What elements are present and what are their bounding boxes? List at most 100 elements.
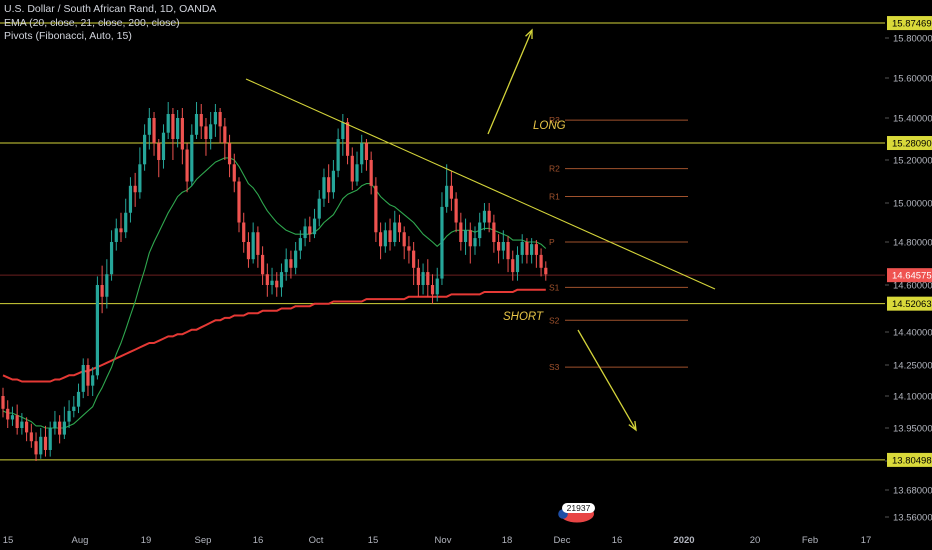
candle-up <box>81 365 85 392</box>
candle-down <box>497 242 501 251</box>
candle-up <box>270 280 274 285</box>
current-price-label: 14.64575 <box>892 271 932 282</box>
price-tick-label: 15.80000 <box>893 34 932 45</box>
candle-up <box>213 112 217 125</box>
arrow-head <box>525 28 533 40</box>
candle-up <box>76 391 81 407</box>
time-tick-label: Aug <box>72 535 89 546</box>
candle-up <box>520 242 524 255</box>
candle-up <box>360 143 364 165</box>
candle-up <box>393 222 397 242</box>
candle-down <box>218 112 222 127</box>
ema-lines <box>2 157 547 429</box>
candle-up <box>251 232 255 260</box>
pivot-label: P <box>549 237 555 247</box>
candle-down <box>364 143 369 160</box>
arrow-shaft <box>487 29 533 135</box>
candle-down <box>227 143 232 165</box>
candle-up <box>478 222 482 239</box>
candle-down <box>492 222 496 242</box>
level-price-tag <box>887 136 932 151</box>
price-tags: 15.87469 15.28090 14.52063 13.80498 14.64575 <box>887 16 932 467</box>
candle-up <box>53 421 57 428</box>
candle-down <box>1 396 5 409</box>
pivot-label: R2 <box>549 164 560 174</box>
candle-down <box>171 114 175 139</box>
candle-up <box>421 272 425 285</box>
candle-down <box>327 177 331 193</box>
tradingview-badge[interactable]: 21937 <box>558 503 595 523</box>
candle-down <box>246 242 251 260</box>
candles <box>1 102 548 461</box>
candle-up <box>95 285 99 376</box>
short-arrow[interactable] <box>577 329 637 432</box>
pivot-label: S2 <box>549 315 560 325</box>
candle-down <box>6 408 10 420</box>
candle-up <box>440 206 444 279</box>
price-tick-label: 13.56000 <box>893 513 932 524</box>
price-tick-label: 15.00000 <box>893 199 932 210</box>
candle-up <box>194 114 199 135</box>
time-tick-label: 15 <box>368 535 379 546</box>
candle-down <box>199 114 203 127</box>
long-arrow[interactable] <box>487 28 533 135</box>
long-annotation: LONG <box>533 120 566 132</box>
price-tick-label: 15.40000 <box>893 114 932 125</box>
level-price-label: 15.28090 <box>892 139 932 150</box>
candle-up <box>48 428 52 450</box>
ema-indicator-label[interactable]: EMA (20, close, 21, close, 200, close) <box>4 16 180 29</box>
candle-up <box>530 244 534 255</box>
candle-up <box>209 124 213 139</box>
price-tick-label: 15.20000 <box>893 156 932 167</box>
candle-down <box>265 274 269 285</box>
symbol-title[interactable]: U.S. Dollar / South African Rand, 1D, OA… <box>4 3 217 15</box>
candle-up <box>463 230 468 242</box>
candle-down <box>350 155 354 182</box>
arrow-head <box>628 420 637 432</box>
pivots-indicator-label[interactable]: Pivots (Fibonacci, Auto, 15) <box>4 30 132 42</box>
time-tick-label: 18 <box>502 535 513 546</box>
candle-up <box>473 238 477 247</box>
candle-up <box>20 421 24 428</box>
candle-up <box>147 118 151 135</box>
candle-up <box>298 238 302 251</box>
candle-up <box>10 415 15 420</box>
badge-counter: 21937 <box>567 503 591 513</box>
candle-up <box>501 242 505 251</box>
candle-up <box>39 436 43 455</box>
time-tick-label: 2020 <box>673 535 694 546</box>
time-axis[interactable]: 15 Aug 19 Sep 16 Oct 15 Nov 18 Dec 16 2020 20 Feb 17 <box>3 535 872 546</box>
price-tick-label: 15.60000 <box>893 74 932 85</box>
candle-up <box>355 164 359 182</box>
candle-up <box>383 230 387 247</box>
descending-trendline[interactable] <box>245 78 716 290</box>
candle-up <box>482 210 487 223</box>
candle-down <box>223 126 227 144</box>
candle-down <box>58 421 62 435</box>
ema-20-line <box>2 157 547 429</box>
pivot-label: S3 <box>549 362 560 372</box>
time-tick-label: Sep <box>195 535 212 546</box>
candle-down <box>100 285 104 297</box>
chart-legend: U.S. Dollar / South African Rand, 1D, OA… <box>4 3 216 44</box>
candle-down <box>308 226 312 235</box>
candle-up <box>294 250 298 268</box>
candle-down <box>544 267 548 275</box>
price-tick-label: 13.95000 <box>893 424 932 435</box>
current-price-tag <box>887 268 932 283</box>
candle-down <box>374 185 378 233</box>
candle-down <box>416 267 420 285</box>
candle-down <box>256 232 260 255</box>
candle-down <box>185 149 189 182</box>
candle-up <box>161 132 166 160</box>
candle-down <box>454 198 458 223</box>
level-price-tag <box>887 296 932 311</box>
candle-down <box>430 285 435 295</box>
candle-up <box>284 259 288 273</box>
candle-down <box>407 246 411 251</box>
candle-down <box>261 254 265 275</box>
candle-up <box>67 410 71 422</box>
candle-down <box>539 254 543 268</box>
price-tick-label: 14.40000 <box>893 328 932 339</box>
